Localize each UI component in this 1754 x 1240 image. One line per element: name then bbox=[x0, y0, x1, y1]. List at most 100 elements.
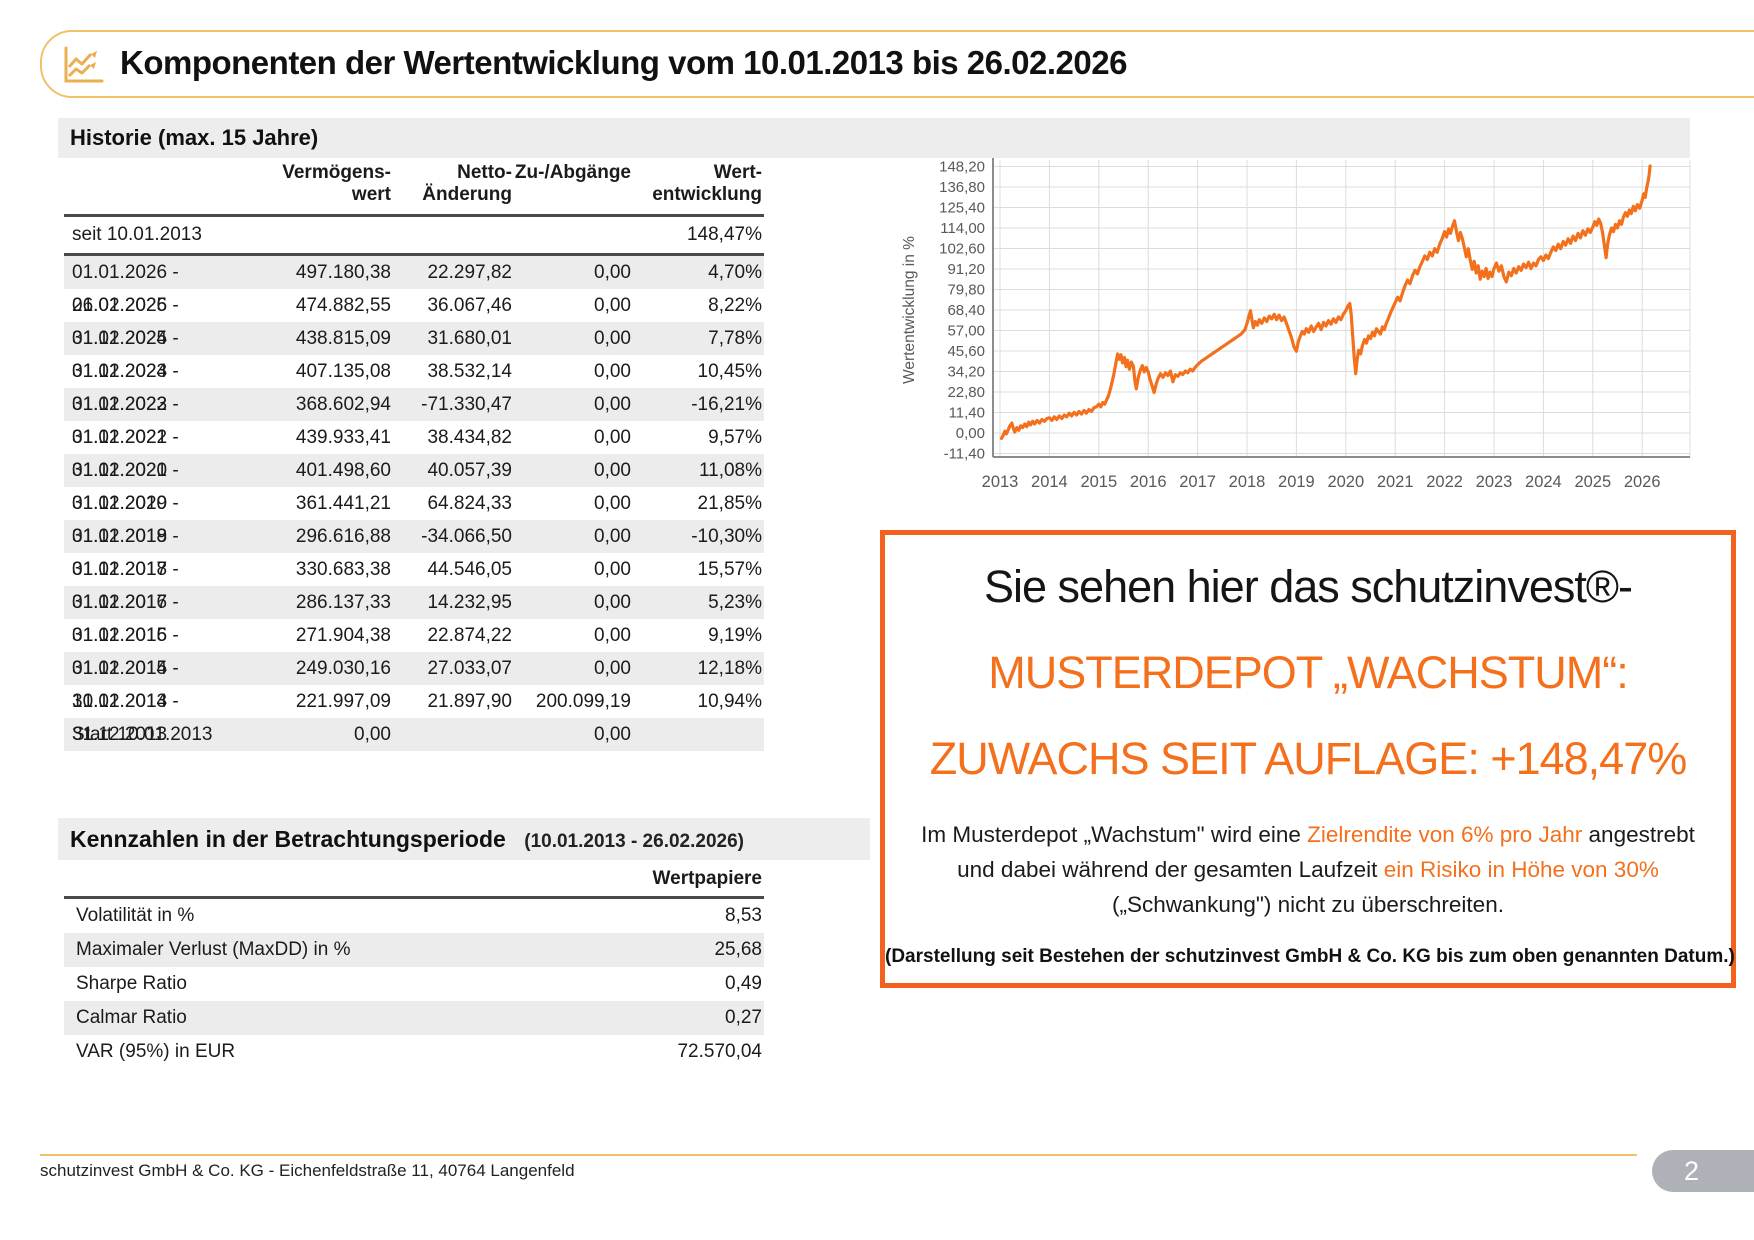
table-row: Calmar Ratio 0,27 bbox=[64, 1001, 764, 1035]
value-cell: 14.232,95 bbox=[427, 592, 512, 613]
value-cell: 271.904,38 bbox=[295, 625, 391, 646]
table-row: VAR (95%) in EUR 72.570,04 bbox=[64, 1035, 764, 1069]
page-header: Komponenten der Wertentwicklung vom 10.0… bbox=[40, 30, 1754, 98]
svg-text:2022: 2022 bbox=[1426, 473, 1463, 491]
svg-text:2017: 2017 bbox=[1179, 473, 1216, 491]
table-row: 01.01.2018 - 31.12.2018 296.616,88 -34.066… bbox=[64, 520, 764, 580]
svg-text:45,60: 45,60 bbox=[947, 343, 985, 360]
value-cell: 0,00 bbox=[594, 394, 631, 415]
svg-text:2014: 2014 bbox=[1031, 473, 1068, 491]
value-cell: 11,08% bbox=[698, 460, 762, 481]
value-cell: 31.680,01 bbox=[427, 328, 512, 349]
infobox-headline-3: ZUWACHS SEIT AUFLAGE: +148,47% bbox=[929, 733, 1688, 784]
value-cell: 286.137,33 bbox=[295, 592, 391, 613]
value-cell: 9,57% bbox=[708, 427, 762, 448]
value-cell: 0,00 bbox=[594, 658, 631, 679]
period-cell: 01.01.2022 - 31.12.2022 bbox=[72, 394, 179, 448]
value-cell bbox=[633, 718, 764, 751]
value-cell: 27.033,07 bbox=[427, 658, 512, 679]
metric-label: Maximaler Verlust (MaxDD) in % bbox=[76, 939, 351, 960]
paragraph-text: und dabei während der gesamten Laufzeit bbox=[957, 857, 1384, 882]
infobox: Sie sehen hier das schutzinvest®- MUSTER… bbox=[880, 530, 1736, 988]
column-header: Zu-/Abgänge bbox=[514, 162, 631, 183]
metric-value: 25,68 bbox=[714, 939, 762, 960]
value-cell bbox=[393, 718, 514, 751]
value-cell: 5,23% bbox=[708, 592, 762, 613]
table-row: 01.01.2019 - 31.12.2019 361.441,21 64.824,… bbox=[64, 487, 764, 547]
paragraph-text: angestrebt bbox=[1582, 822, 1695, 847]
svg-text:57,00: 57,00 bbox=[947, 323, 985, 340]
chart-y-axis-title: Wertentwicklung in % bbox=[901, 236, 918, 384]
line-chart-icon bbox=[64, 46, 104, 83]
period-cell: 01.01.2024 - 31.12.2024 bbox=[72, 328, 179, 382]
value-cell: 0,00 bbox=[594, 262, 631, 283]
value-cell: 8,22% bbox=[708, 295, 762, 316]
kennzahlen-table: Wertpapiere Volatilität in % 8,53 Maximale… bbox=[64, 866, 764, 1069]
value-cell: 249.030,16 bbox=[295, 658, 391, 679]
kennzahlen-title: Kennzahlen in der Betrachtungsperiode bbox=[70, 826, 506, 852]
table-row: Volatilität in % 8,53 bbox=[64, 899, 764, 933]
table-row: 01.01.2022 - 31.12.2022 368.602,94 -71.330… bbox=[64, 388, 764, 448]
metric-label: VAR (95%) in EUR bbox=[76, 1041, 236, 1062]
kennzahlen-period: (10.01.2013 - 26.02.2026) bbox=[524, 831, 744, 852]
svg-text:136,80: 136,80 bbox=[939, 179, 985, 196]
page-title: Komponenten der Wertentwicklung vom 10.0… bbox=[120, 44, 1127, 81]
value-cell: 221.997,09 bbox=[295, 691, 391, 712]
value-cell: 0,00 bbox=[594, 328, 631, 349]
svg-text:34,20: 34,20 bbox=[947, 364, 985, 381]
column-header: Netto- Änderung bbox=[422, 162, 512, 205]
summary-value: 148,47% bbox=[686, 224, 762, 245]
value-cell: 38.532,14 bbox=[427, 361, 512, 382]
period-cell: 01.01.2019 - 31.12.2019 bbox=[72, 493, 179, 547]
svg-text:2018: 2018 bbox=[1229, 473, 1266, 491]
chart-axes bbox=[992, 158, 1690, 458]
value-cell: 64.824,33 bbox=[427, 493, 512, 514]
history-summary-row: seit 10.01.2013 148,47% bbox=[64, 214, 764, 256]
table-row: Start 10.01.2013 0,00 0,00 bbox=[64, 718, 764, 751]
value-cell: 439.933,41 bbox=[295, 427, 391, 448]
period-cell: Start 10.01.2013 bbox=[72, 724, 213, 745]
history-table: Vermögens- wert Netto- Änderung Zu-/Abgä… bbox=[64, 162, 764, 751]
performance-chart: 148,20 136,80 125,40 114,00 102,60 91,20 79,80… bbox=[900, 150, 1750, 495]
svg-text:-11,40: -11,40 bbox=[944, 446, 985, 463]
metric-value: 72.570,04 bbox=[677, 1041, 762, 1062]
metric-label: Volatilität in % bbox=[76, 905, 195, 926]
value-cell: 0,00 bbox=[594, 295, 631, 316]
table-row: 01.01.2025 - 31.12.2025 474.882,55 36.067,… bbox=[64, 289, 764, 349]
infobox-note: (Darstellung seit Bestehen der schutzinv… bbox=[885, 946, 1735, 967]
table-row: 01.01.2016 - 31.12.2016 286.137,33 14.232,… bbox=[64, 586, 764, 646]
value-cell: 497.180,38 bbox=[295, 262, 391, 283]
svg-text:114,00: 114,00 bbox=[940, 220, 985, 237]
period-cell: 01.01.2014 - 31.12.2014 bbox=[72, 658, 179, 712]
period-cell: 01.01.2020 - 31.12.2020 bbox=[72, 460, 179, 514]
value-cell: 10,94% bbox=[697, 691, 762, 712]
svg-text:102,60: 102,60 bbox=[939, 241, 985, 258]
svg-text:79,80: 79,80 bbox=[947, 282, 985, 299]
value-cell: 407.135,08 bbox=[295, 361, 391, 382]
svg-text:2015: 2015 bbox=[1080, 473, 1117, 491]
performance-chart-svg: 148,20 136,80 125,40 114,00 102,60 91,20 79,80… bbox=[901, 158, 1691, 492]
kennzahlen-section-title: Kennzahlen in der Betrachtungsperiode (1… bbox=[58, 818, 870, 860]
period-cell: 01.01.2026 - 26.02.2026 bbox=[72, 262, 179, 316]
column-header: Wertpapiere bbox=[652, 868, 762, 889]
value-cell: 0,00 bbox=[594, 460, 631, 481]
svg-text:2024: 2024 bbox=[1525, 473, 1562, 491]
value-cell: 0,00 bbox=[594, 625, 631, 646]
table-row: 01.01.2014 - 31.12.2014 249.030,16 27.033,… bbox=[64, 652, 764, 712]
svg-text:2020: 2020 bbox=[1327, 473, 1364, 491]
value-cell: 9,19% bbox=[708, 625, 762, 646]
table-row: 01.01.2026 - 26.02.2026 497.180,38 22.297,… bbox=[64, 256, 764, 316]
value-cell: 4,70% bbox=[708, 262, 762, 283]
table-row: Maximaler Verlust (MaxDD) in % 25,68 bbox=[64, 933, 764, 967]
svg-text:148,20: 148,20 bbox=[939, 159, 985, 176]
chart-axis-labels: 148,20 136,80 125,40 114,00 102,60 91,20 79,80… bbox=[939, 159, 1660, 492]
table-row: 01.01.2020 - 31.12.2020 401.498,60 40.057,… bbox=[64, 454, 764, 514]
metric-value: 8,53 bbox=[725, 905, 762, 926]
value-cell: 21.897,90 bbox=[427, 691, 512, 712]
metric-value: 0,27 bbox=[725, 1007, 762, 1028]
svg-text:91,20: 91,20 bbox=[947, 261, 985, 278]
value-cell: -71.330,47 bbox=[421, 394, 512, 415]
value-cell: 12,18% bbox=[697, 658, 762, 679]
value-cell: 0,00 bbox=[594, 559, 631, 580]
